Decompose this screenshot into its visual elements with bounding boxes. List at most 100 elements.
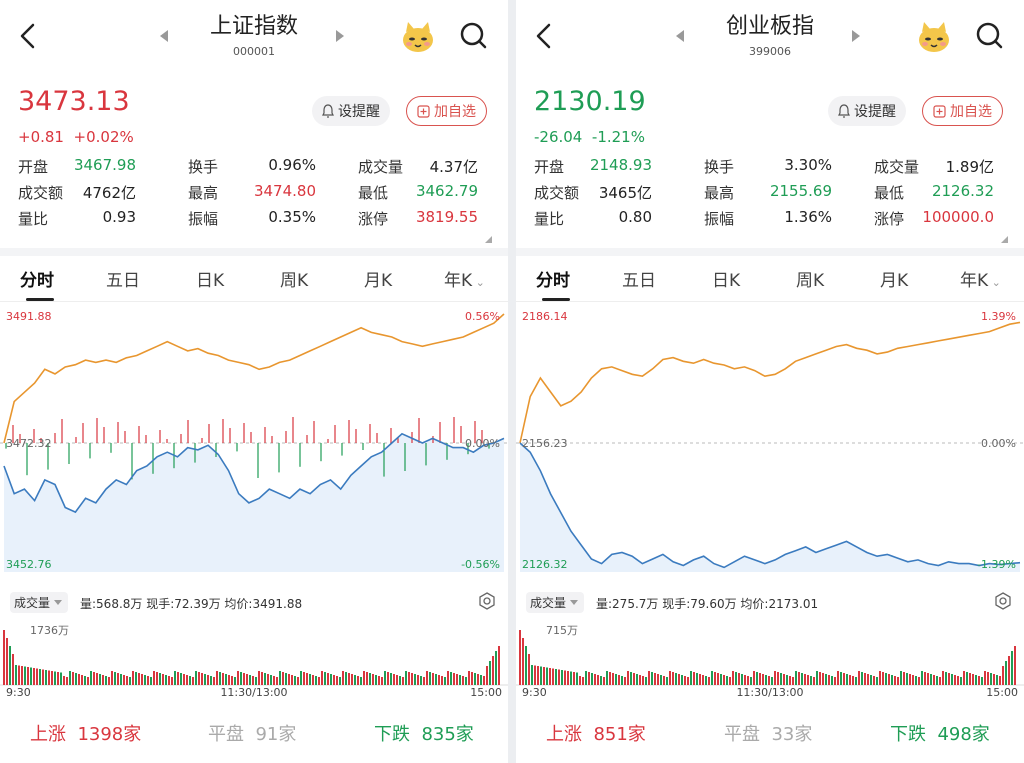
market-breadth[interactable]: 上涨 851家 平盘 33家 下跌 498家 xyxy=(516,712,1024,758)
volume-bar xyxy=(822,673,824,685)
divider xyxy=(516,301,1024,302)
tab-3[interactable]: 周K xyxy=(796,271,825,291)
volume-bar xyxy=(618,675,620,685)
volume-bar xyxy=(393,674,395,685)
gear-icon[interactable] xyxy=(478,592,496,610)
volume-dropdown[interactable]: 成交量 xyxy=(10,592,69,613)
search-icon[interactable] xyxy=(458,20,490,52)
tab-1[interactable]: 五日 xyxy=(106,271,140,291)
stats-row: 成交额 3465亿 最高 2155.69 最低 2126.32 xyxy=(516,182,1024,208)
volume-bar xyxy=(57,672,59,685)
add-favorite-label: 加自选 xyxy=(434,104,476,120)
back-icon[interactable] xyxy=(532,22,556,50)
tab-0[interactable]: 分时 xyxy=(20,271,54,291)
volume-bar xyxy=(342,671,344,685)
volume-bar xyxy=(291,675,293,685)
volume-bar xyxy=(987,672,989,685)
tab-2[interactable]: 日K xyxy=(196,271,225,291)
chevron-down-icon: ⌄ xyxy=(472,276,485,289)
volume-bar xyxy=(261,672,263,685)
volume-bar xyxy=(462,676,464,685)
back-icon[interactable] xyxy=(16,22,40,50)
volume-bar xyxy=(453,673,455,685)
tab-3[interactable]: 周K xyxy=(280,271,309,291)
stat-value: 100000.0 xyxy=(922,208,994,226)
plus-box-icon xyxy=(417,104,430,118)
volume-bar xyxy=(885,673,887,685)
prev-index-icon[interactable] xyxy=(676,30,684,42)
volume-bar xyxy=(195,671,197,685)
advancers-label: 上涨 xyxy=(30,724,66,745)
time-end-label: 15:00 xyxy=(986,686,1018,699)
tab-1[interactable]: 五日 xyxy=(622,271,656,291)
volume-bar xyxy=(555,669,557,685)
change-percent: +0.02% xyxy=(73,128,134,146)
set-reminder-button[interactable]: 设提醒 xyxy=(828,96,906,126)
next-index-icon[interactable] xyxy=(336,30,344,42)
volume-bar xyxy=(972,674,974,685)
volume-bar xyxy=(696,673,698,685)
volume-dropdown[interactable]: 成交量 xyxy=(526,592,585,613)
gear-icon[interactable] xyxy=(994,592,1012,610)
volume-bar xyxy=(180,673,182,685)
stat-value: 2148.93 xyxy=(589,156,652,174)
volume-bar xyxy=(498,646,500,685)
mascot-icon[interactable] xyxy=(398,16,438,56)
volume-bar xyxy=(939,677,941,685)
search-icon[interactable] xyxy=(974,20,1006,52)
volume-bar xyxy=(351,674,353,685)
volume-bar xyxy=(36,668,38,685)
intraday-chart[interactable]: 3491.88 0.56% 3472.32 0.00% 3452.76 -0.56% xyxy=(0,302,508,586)
market-breadth[interactable]: 上涨 1398家 平盘 91家 下跌 835家 xyxy=(0,712,508,758)
volume-bar xyxy=(267,674,269,685)
volume-bar xyxy=(372,674,374,685)
volume-bar xyxy=(846,674,848,685)
volume-bar xyxy=(654,673,656,685)
add-favorite-button[interactable]: 加自选 xyxy=(406,96,487,126)
tab-4[interactable]: 月K xyxy=(364,271,393,291)
bell-icon xyxy=(838,104,850,118)
volume-bar xyxy=(570,671,572,685)
tab-5[interactable]: 年K ⌄ xyxy=(960,271,1001,291)
volume-bar xyxy=(594,674,596,685)
expand-corner-icon[interactable] xyxy=(1001,236,1008,243)
next-index-icon[interactable] xyxy=(852,30,860,42)
intraday-chart[interactable]: 2186.14 1.39% 2156.23 0.00% 2126.32 -1.39% xyxy=(516,302,1024,586)
volume-bar xyxy=(642,676,644,685)
volume-bar xyxy=(468,671,470,685)
period-tabs: 分时 五日 日K 周K 月K 年K ⌄ xyxy=(516,256,1024,302)
axis-top-price: 3491.88 xyxy=(6,310,52,323)
mascot-icon[interactable] xyxy=(914,16,954,56)
volume-bar xyxy=(687,677,689,685)
unchanged-label: 平盘 xyxy=(208,724,244,745)
volume-bar xyxy=(537,666,539,685)
volume-bar xyxy=(636,674,638,685)
tab-4[interactable]: 月K xyxy=(880,271,909,291)
volume-bar xyxy=(927,673,929,685)
volume-bar xyxy=(966,672,968,685)
tab-5[interactable]: 年K ⌄ xyxy=(444,271,485,291)
volume-bar xyxy=(171,677,173,685)
tab-0[interactable]: 分时 xyxy=(536,271,570,291)
decliners-count: 498家 xyxy=(937,724,990,745)
volume-bar xyxy=(240,672,242,685)
volume-bar xyxy=(66,677,68,685)
volume-bar xyxy=(861,672,863,685)
tab-2[interactable]: 日K xyxy=(712,271,741,291)
set-reminder-button[interactable]: 设提醒 xyxy=(312,96,390,126)
volume-bar xyxy=(447,671,449,685)
volume-bar xyxy=(216,671,218,685)
volume-bar xyxy=(276,677,278,685)
volume-bar xyxy=(963,671,965,685)
volume-bar xyxy=(222,673,224,685)
volume-bar xyxy=(693,672,695,685)
prev-index-icon[interactable] xyxy=(160,30,168,42)
expand-corner-icon[interactable] xyxy=(485,236,492,243)
add-favorite-button[interactable]: 加自选 xyxy=(922,96,1003,126)
index-code: 399006 xyxy=(749,45,791,58)
volume-bar xyxy=(450,672,452,685)
volume-bar xyxy=(855,677,857,685)
volume-header: 成交量 量:568.8万 现手:72.39万 均价:3491.88 xyxy=(0,588,508,616)
volume-bar xyxy=(675,673,677,685)
volume-bar xyxy=(270,675,272,685)
